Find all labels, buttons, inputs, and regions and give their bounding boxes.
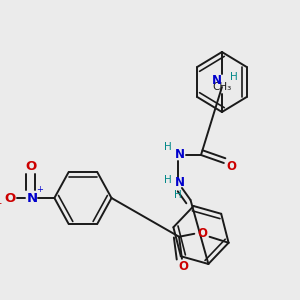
Text: H: H <box>230 72 238 82</box>
Text: H: H <box>174 190 182 200</box>
Text: N: N <box>212 74 222 86</box>
Text: +: + <box>36 184 43 194</box>
Text: O: O <box>25 160 36 172</box>
Text: O: O <box>179 260 189 273</box>
Text: O: O <box>4 191 15 205</box>
Text: N: N <box>175 176 185 190</box>
Text: -: - <box>0 198 1 208</box>
Text: CH₃: CH₃ <box>212 82 232 92</box>
Text: H: H <box>164 175 172 185</box>
Text: O: O <box>197 227 207 240</box>
Text: N: N <box>27 191 38 205</box>
Text: H: H <box>164 142 172 152</box>
Text: O: O <box>226 160 236 172</box>
Text: N: N <box>175 148 185 161</box>
